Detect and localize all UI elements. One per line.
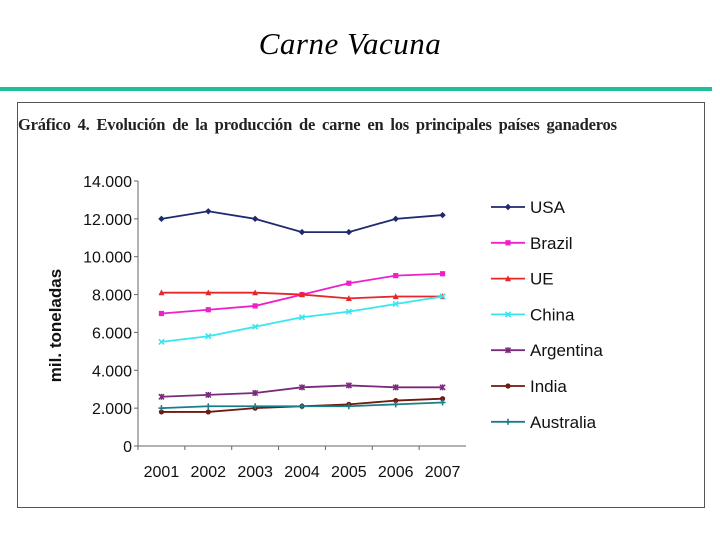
data-point-brazil (439, 271, 446, 277)
data-point-australia (392, 401, 399, 408)
data-point-argentina (439, 384, 446, 391)
data-point-india (158, 409, 165, 415)
data-point-usa (345, 228, 353, 236)
y-tick-label: 2.000 (92, 401, 132, 418)
legend-marker-brazil (505, 240, 511, 246)
chart-axes: 0 2.000 4.000 6.000 8.000 10.000 12.000 14.000 2… (46, 174, 466, 481)
data-point-australia (439, 399, 446, 406)
series-ue (158, 289, 446, 301)
data-point-australia (252, 403, 259, 410)
series-australia (158, 399, 446, 412)
data-point-usa (298, 228, 306, 236)
legend-marker-usa (504, 203, 512, 211)
data-point-ue (345, 295, 352, 301)
legend-item-argentina: Argentina (491, 341, 603, 360)
data-point-ue (392, 293, 399, 300)
x-tick-label: 2002 (190, 464, 226, 481)
series-china (158, 293, 446, 346)
data-point-india (393, 397, 399, 404)
y-tick-label: 6.000 (92, 325, 132, 342)
legend-item-india: India (491, 377, 567, 396)
legend-item-australia: Australia (491, 413, 597, 432)
chart-title: Gráfico 4. Evolución de la producción de… (18, 115, 617, 134)
legend-label-india: India (530, 377, 567, 396)
data-point-ue (205, 289, 212, 296)
data-point-china (205, 333, 212, 340)
x-tick-label: 2001 (144, 464, 180, 481)
x-tick-label: 2003 (237, 464, 273, 481)
legend-marker-australia (505, 418, 511, 425)
data-point-brazil (252, 303, 258, 309)
x-tick-label: 2004 (284, 464, 320, 481)
data-point-china (392, 300, 399, 308)
legend-marker-india (505, 383, 511, 389)
data-point-china (439, 293, 446, 300)
legend-label-argentina: Argentina (530, 341, 603, 360)
legend-marker-china (504, 311, 512, 318)
legend-label-australia: Australia (530, 413, 597, 432)
legend-label-brazil: Brazil (530, 234, 573, 253)
y-tick-label: 14.000 (83, 174, 132, 191)
data-point-argentina (158, 393, 165, 400)
legend-label-usa: USA (530, 198, 566, 217)
data-point-brazil (158, 310, 165, 317)
slide-title: Carne Vacuna (258, 26, 442, 61)
y-tick-label: 12.000 (83, 212, 132, 229)
series-argentina (158, 382, 446, 400)
x-tick-label: 2007 (425, 464, 461, 481)
data-point-argentina (205, 391, 212, 399)
y-tick-label: 10.000 (83, 250, 132, 267)
data-point-australia (299, 403, 305, 410)
title-divider (0, 87, 712, 91)
x-tick-label: 2005 (331, 464, 367, 481)
data-point-usa (158, 215, 165, 223)
data-point-india (205, 409, 211, 415)
data-point-china (251, 323, 259, 330)
line-chart: 0 2.000 4.000 6.000 8.000 10.000 12.000 14.000 2… (46, 174, 603, 481)
legend-item-china: China (491, 305, 575, 324)
x-tick-label: 2006 (378, 464, 414, 481)
data-point-australia (345, 403, 352, 410)
data-point-usa (439, 211, 446, 219)
data-point-ue (252, 289, 259, 296)
data-point-argentina (345, 382, 352, 389)
y-axis-title: mil. toneladas (46, 269, 65, 382)
legend-label-ue: UE (530, 270, 554, 289)
data-point-argentina (298, 384, 306, 391)
chart-frame: Gráfico 4. Evolución de la producción de… (17, 102, 705, 508)
data-point-ue (158, 289, 165, 296)
data-point-china (345, 308, 353, 315)
data-point-brazil (205, 307, 211, 313)
legend-item-brazil: Brazil (491, 234, 573, 253)
y-tick-label: 8.000 (92, 288, 132, 305)
data-point-india (439, 396, 446, 402)
data-point-brazil (393, 273, 399, 279)
data-point-australia (158, 405, 165, 412)
series-usa (158, 208, 446, 236)
data-point-china (158, 338, 165, 346)
data-point-australia (205, 403, 212, 410)
legend-marker-ue (505, 275, 511, 282)
data-point-argentina (392, 384, 399, 391)
y-tick-label: 4.000 (92, 363, 132, 380)
series-line-china (161, 295, 443, 343)
legend-label-china: China (530, 305, 575, 324)
data-point-usa (392, 215, 399, 223)
chart-legend: USA Brazil UE China Argentina India Australia (491, 198, 603, 432)
legend-item-usa: USA (491, 198, 566, 217)
data-point-china (298, 314, 306, 321)
data-point-brazil (346, 280, 352, 286)
data-point-usa (205, 208, 212, 215)
chart-series (158, 208, 446, 415)
data-point-usa (251, 215, 259, 223)
data-point-ue (299, 291, 305, 298)
legend-item-ue: UE (491, 270, 554, 289)
y-tick-label: 0 (123, 439, 132, 456)
data-point-argentina (252, 389, 259, 397)
legend-marker-argentina (504, 347, 512, 354)
